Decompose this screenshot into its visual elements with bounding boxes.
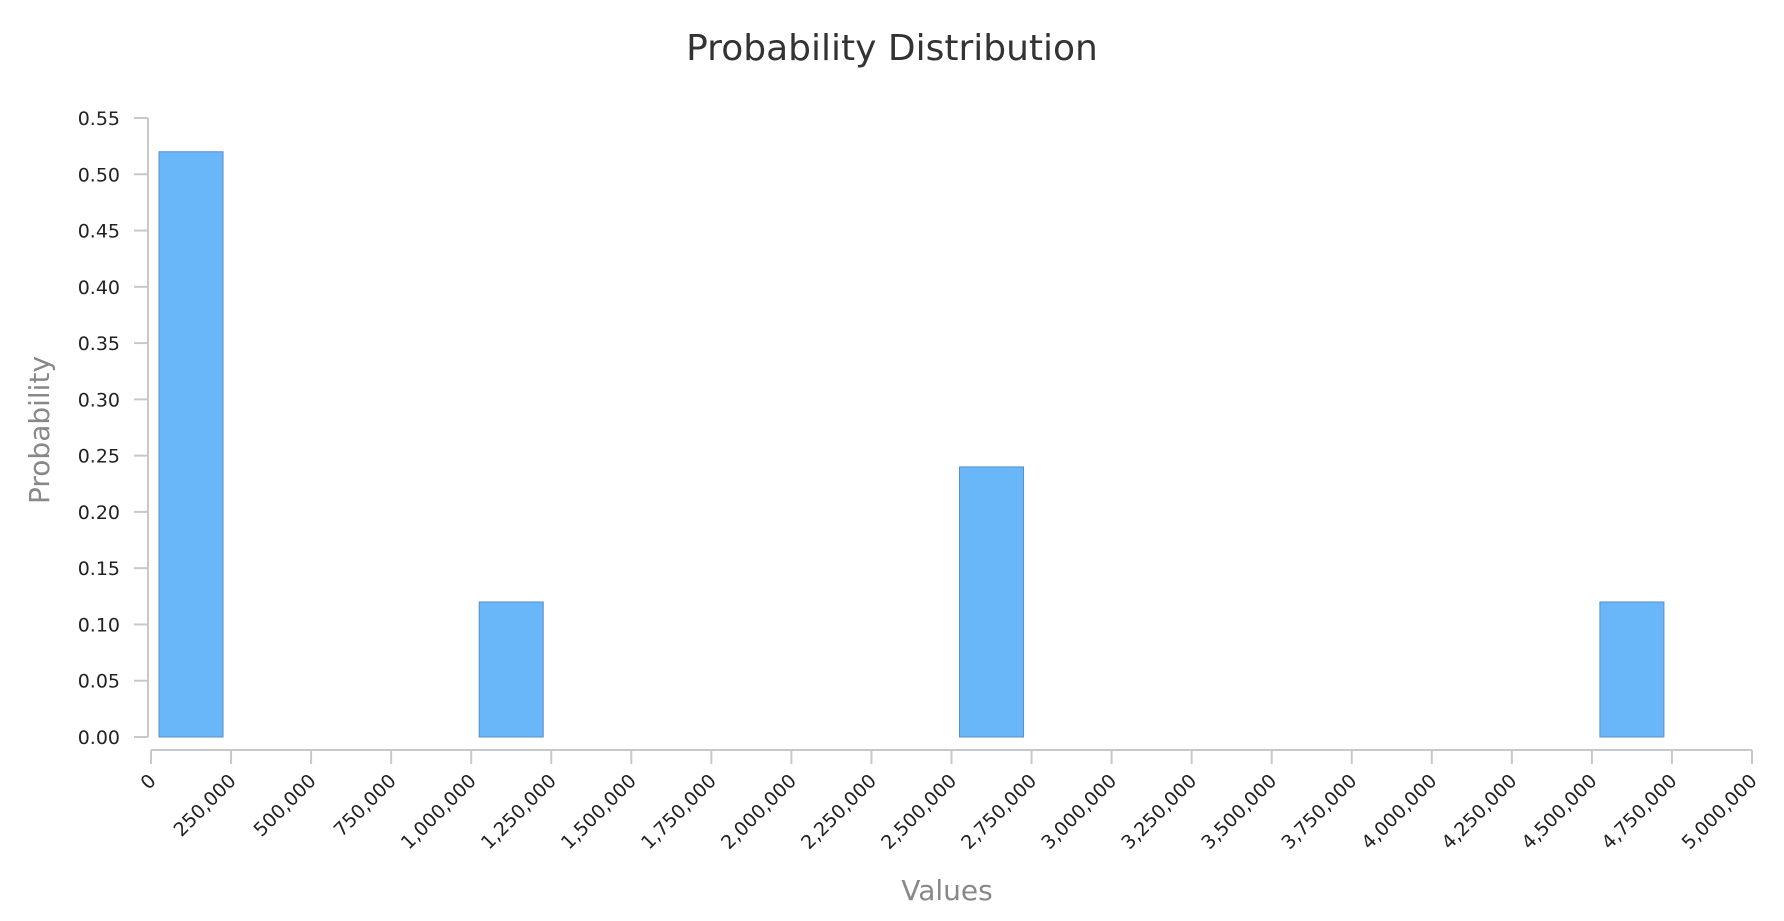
- y-tick-label: 0.20: [78, 502, 120, 524]
- y-tick-label: 0.10: [78, 614, 120, 636]
- y-tick-label: 0.25: [78, 446, 120, 468]
- y-tick-label: 0.05: [78, 671, 120, 693]
- x-tick-label: 3,750,000: [1277, 770, 1361, 854]
- x-axis: 0 250,000 500,000 750,0001,000,0001,250,000…: [136, 749, 1762, 854]
- x-tick-label: 3,500,000: [1197, 770, 1281, 854]
- x-tick-label: 2,250,000: [797, 770, 881, 854]
- x-axis-title: Values: [901, 874, 992, 907]
- y-tick-label: 0.40: [78, 277, 120, 299]
- bar-4: [1599, 601, 1665, 738]
- x-tick-label: 4,250,000: [1437, 770, 1521, 854]
- y-tick-label: 0.55: [78, 108, 120, 130]
- x-tick-label: 1,750,000: [637, 770, 721, 854]
- y-tick-label: 0.30: [78, 389, 120, 411]
- y-tick-label: 0.45: [78, 221, 120, 243]
- x-tick-label: 3,250,000: [1117, 770, 1201, 854]
- x-tick-label: 5,000,000: [1678, 770, 1762, 854]
- x-tick-label: 1,250,000: [477, 770, 561, 854]
- x-tick-label: 2,500,000: [877, 770, 961, 854]
- y-axis: 0.00 0.05 0.10 0.15 0.20 0.25 0.30 0.35 0.40 0.45…: [78, 108, 149, 749]
- x-tick-label: 4,000,000: [1357, 770, 1441, 854]
- x-tick-label: 1,000,000: [397, 770, 481, 854]
- x-tick-label: 3,000,000: [1037, 770, 1121, 854]
- bars-layer: [158, 151, 1665, 738]
- y-tick-label: 0.00: [78, 727, 120, 749]
- x-tick-label: 2,000,000: [717, 770, 801, 854]
- bar-2: [478, 601, 544, 738]
- x-tick-label: 2,750,000: [957, 770, 1041, 854]
- x-tick-label: 4,750,000: [1598, 770, 1682, 854]
- x-tick-label: 0: [136, 770, 160, 794]
- bar-3: [959, 466, 1025, 738]
- x-tick-label: 4,500,000: [1517, 770, 1601, 854]
- y-axis-title: Probability: [23, 356, 56, 504]
- bar-1: [158, 151, 224, 738]
- y-tick-label: 0.35: [78, 333, 120, 355]
- x-tick-label: 750,000: [330, 770, 401, 841]
- y-tick-label: 0.15: [78, 558, 120, 580]
- y-tick-label: 0.50: [78, 164, 120, 186]
- x-tick-label: 1,500,000: [557, 770, 641, 854]
- chart-title: Probability Distribution: [686, 28, 1098, 69]
- x-tick-label: 250,000: [169, 770, 240, 841]
- x-tick-label: 500,000: [250, 770, 321, 841]
